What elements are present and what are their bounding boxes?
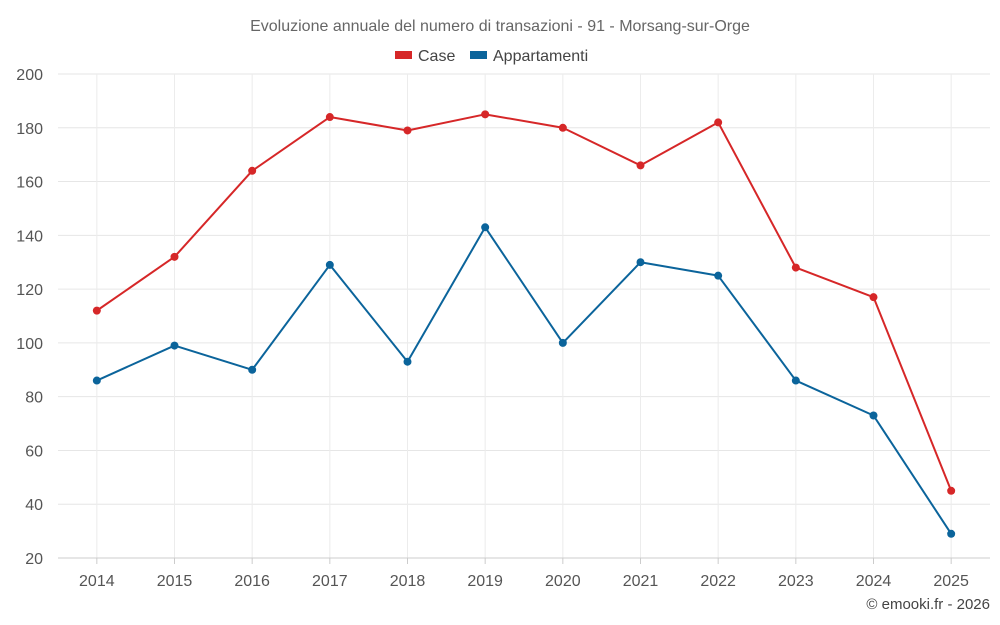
- data-point-appartamenti[interactable]: [869, 411, 878, 420]
- y-tick-label: 180: [16, 121, 43, 138]
- x-tick-label: 2015: [157, 573, 193, 590]
- data-point-case[interactable]: [170, 252, 179, 261]
- data-point-appartamenti[interactable]: [170, 341, 179, 350]
- data-point-appartamenti[interactable]: [714, 271, 723, 280]
- series-line-appartamenti: [96, 226, 953, 535]
- chart-title: Evoluzione annuale del numero di transaz…: [250, 18, 750, 35]
- data-point-appartamenti[interactable]: [325, 260, 334, 269]
- y-tick-label: 20: [25, 551, 43, 568]
- data-point-appartamenti[interactable]: [248, 365, 257, 374]
- y-tick-label: 80: [25, 390, 43, 407]
- series-appartamenti: [92, 223, 956, 538]
- data-point-case[interactable]: [636, 161, 645, 170]
- x-tick-label: 2016: [234, 573, 270, 590]
- data-point-case[interactable]: [947, 486, 956, 495]
- y-axis-ticks: 20 40 60 80 100 120 140 160 180 200: [16, 67, 43, 568]
- data-point-case[interactable]: [403, 126, 412, 135]
- series-group: [92, 110, 956, 538]
- x-tick-label: 2021: [623, 573, 659, 590]
- data-point-appartamenti[interactable]: [481, 223, 490, 232]
- legend-label-appartamenti: Appartamenti: [493, 48, 588, 65]
- data-point-appartamenti[interactable]: [558, 338, 567, 347]
- y-tick-label: 120: [16, 282, 43, 299]
- x-tick-label: 2024: [856, 573, 892, 590]
- x-tick-label: 2018: [390, 573, 426, 590]
- data-point-appartamenti[interactable]: [791, 376, 800, 385]
- y-tick-label: 40: [25, 497, 43, 514]
- y-tick-label: 160: [16, 175, 43, 192]
- data-point-appartamenti[interactable]: [947, 529, 956, 538]
- legend-label-case: Case: [418, 48, 455, 65]
- x-tick-label: 2017: [312, 573, 348, 590]
- series-case: [92, 110, 956, 495]
- data-point-appartamenti[interactable]: [92, 376, 101, 385]
- x-tick-label: 2019: [467, 573, 503, 590]
- data-point-case[interactable]: [92, 306, 101, 315]
- legend-swatch-appartamenti: [470, 51, 487, 59]
- x-tick-label: 2025: [933, 573, 969, 590]
- data-point-case[interactable]: [558, 123, 567, 132]
- legend-item-appartamenti[interactable]: Appartamenti: [470, 48, 588, 65]
- legend-swatch-case: [395, 51, 412, 59]
- data-point-appartamenti[interactable]: [636, 258, 645, 267]
- y-tick-label: 140: [16, 228, 43, 245]
- y-tick-label: 60: [25, 443, 43, 460]
- data-point-case[interactable]: [869, 293, 878, 302]
- x-tick-label: 2020: [545, 573, 581, 590]
- data-point-case[interactable]: [248, 166, 257, 175]
- grid: [58, 73, 990, 559]
- y-tick-label: 200: [16, 67, 43, 84]
- data-point-case[interactable]: [325, 113, 334, 122]
- x-axis-ticks: 2014 2015 2016 2017 2018 2019 2020 2021 2022 2023…: [79, 558, 969, 590]
- legend-item-case[interactable]: Case: [395, 48, 455, 65]
- data-point-case[interactable]: [791, 263, 800, 272]
- data-point-case[interactable]: [714, 118, 723, 127]
- series-line-case: [96, 113, 953, 492]
- x-tick-label: 2014: [79, 573, 115, 590]
- x-tick-label: 2023: [778, 573, 814, 590]
- credit: © emooki.fr - 2026: [866, 596, 990, 613]
- x-tick-label: 2022: [700, 573, 736, 590]
- legend: Case Appartamenti: [395, 48, 588, 65]
- y-tick-label: 100: [16, 336, 43, 353]
- data-point-case[interactable]: [481, 110, 490, 119]
- data-point-appartamenti[interactable]: [403, 357, 412, 366]
